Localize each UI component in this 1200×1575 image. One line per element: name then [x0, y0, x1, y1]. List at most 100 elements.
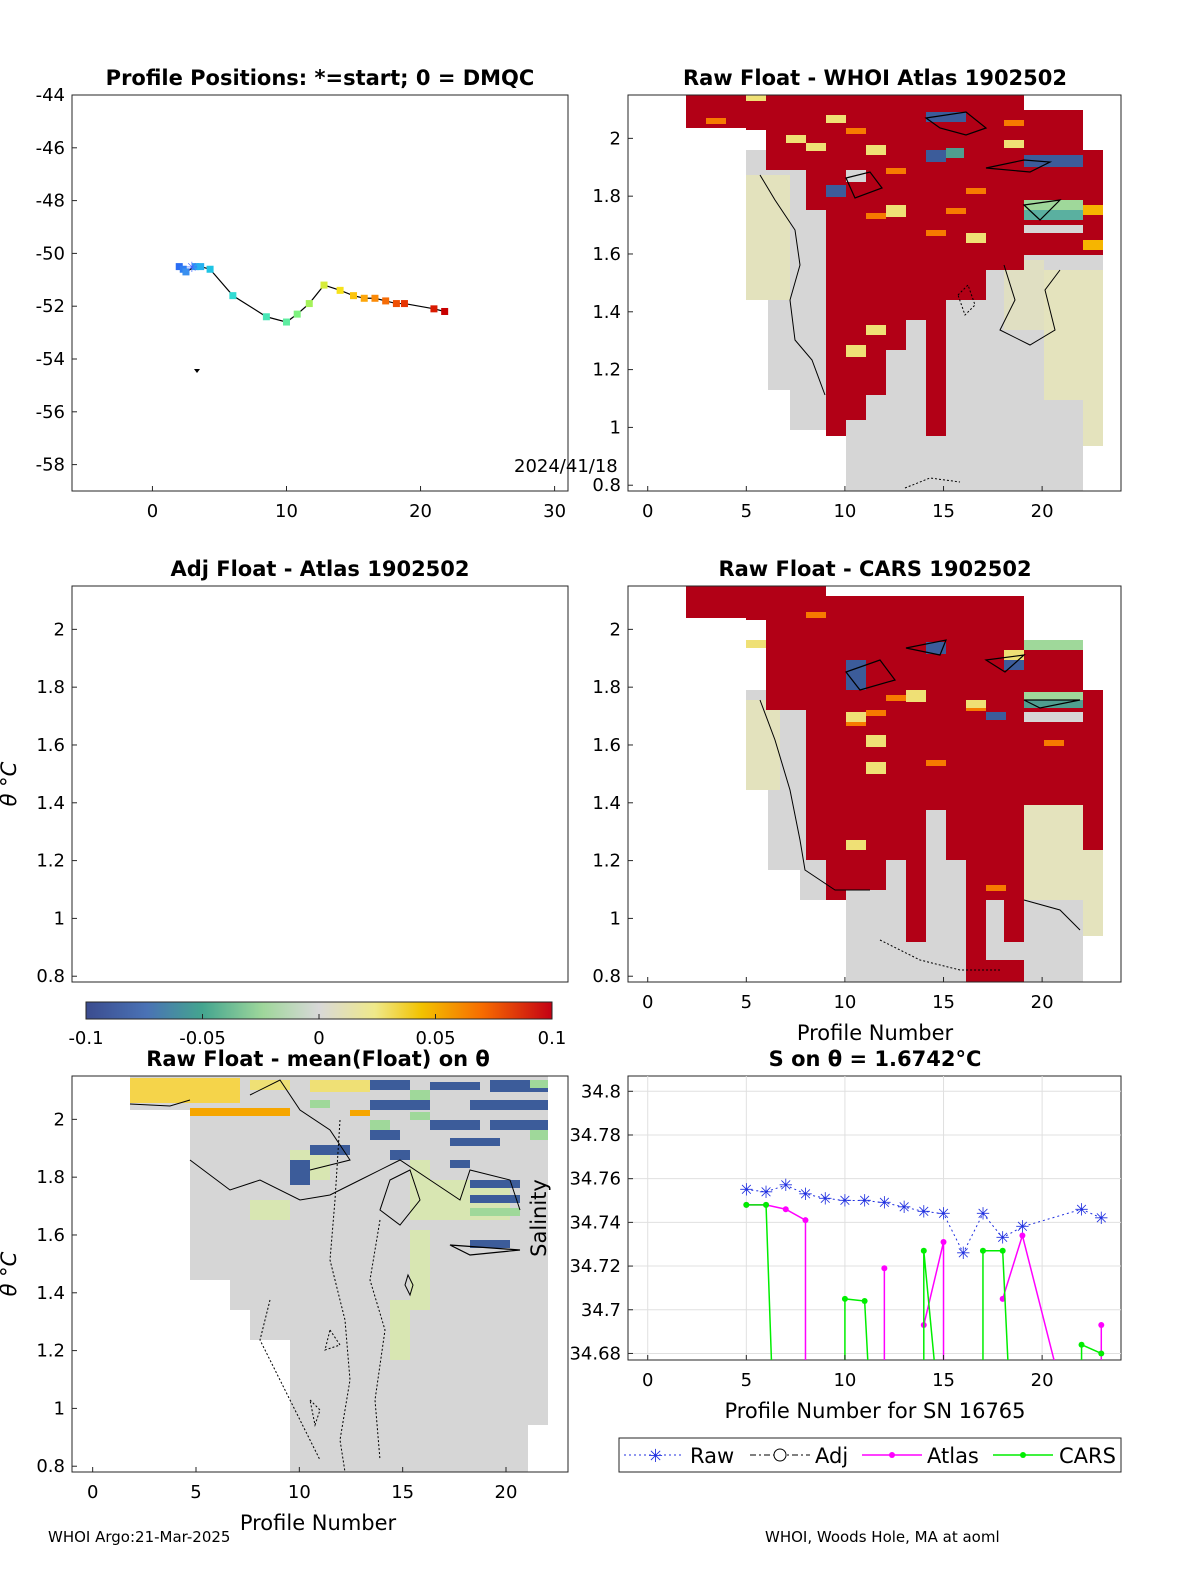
- y-tick-label: 1.8: [592, 677, 621, 698]
- heatmap-blue-cells: [290, 1080, 548, 1248]
- series-line-cars: [844, 1297, 869, 1360]
- x-tick-label: 30: [543, 501, 566, 522]
- heatmap-yellow-cell: [1083, 205, 1103, 215]
- y-tick-label: -48: [36, 191, 65, 212]
- x-tick-label: 15: [932, 1370, 955, 1391]
- legend-adj-marker-icon: [773, 1448, 787, 1462]
- y-tick-label: 1.6: [592, 244, 621, 265]
- y-tick-label: 1.2: [36, 851, 65, 872]
- contour-line: [449, 1244, 521, 1256]
- y-tick-label: -50: [36, 243, 65, 264]
- positions-annotation: 2024/41/18: [514, 456, 618, 477]
- y-tick-label: 0.8: [36, 1456, 65, 1477]
- contour-line: [845, 639, 1081, 709]
- x-tick-label: 0: [147, 501, 158, 522]
- s-on-theta-title: S on θ = 1.6742°C: [769, 1047, 982, 1071]
- heatmap-blue-cell: [826, 185, 846, 197]
- y-tick-label: 1.2: [36, 1341, 65, 1362]
- y-tick-label: -58: [36, 455, 65, 476]
- heatmap-blue-cell: [1024, 155, 1083, 167]
- x-tick-label: 0: [642, 992, 653, 1013]
- x-tick-label: 20: [1031, 992, 1054, 1013]
- position-point: [350, 292, 358, 300]
- x-tick-label: 20: [409, 501, 432, 522]
- legend-raw-marker-icon: ✳: [648, 1446, 663, 1467]
- heatmap-yellow-cell: [1083, 240, 1103, 250]
- legend-atlas-label: Atlas: [927, 1444, 979, 1468]
- start-marker-icon: ✳: [186, 260, 198, 276]
- x-tick-label: 5: [741, 501, 752, 522]
- position-point: [262, 313, 270, 321]
- heatmap-green-cell: [1024, 700, 1083, 708]
- adj-atlas-title: Adj Float - Atlas 1902502: [170, 557, 469, 581]
- heatmap-orange-cells: [706, 118, 1024, 236]
- y-tick-label: 34.78: [569, 1125, 621, 1146]
- x-tick-label: 0: [642, 501, 653, 522]
- y-tick-label: 0.8: [36, 966, 65, 987]
- x-tick-label: 5: [741, 992, 752, 1013]
- position-point: [206, 265, 214, 273]
- position-point: [320, 281, 328, 289]
- contour-line: [904, 477, 961, 489]
- series-line-cars: [1080, 1343, 1102, 1360]
- raw-point-marker-icon: ✳: [818, 1189, 832, 1209]
- heatmap-green-cell: [1024, 640, 1083, 650]
- contour-line: [369, 1219, 386, 1461]
- position-point: [305, 300, 313, 308]
- legend-atlas-marker-icon: [889, 1452, 895, 1458]
- heatmap-green-cell: [1024, 200, 1083, 210]
- position-point: [441, 307, 449, 315]
- contour-line: [329, 1119, 351, 1472]
- raw-point-marker-icon: ✳: [779, 1176, 793, 1196]
- y-tick-label: -56: [36, 402, 65, 423]
- y-tick-label: -52: [36, 296, 65, 317]
- s-on-theta-axes: [627, 1075, 1122, 1361]
- x-tick-label: 15: [932, 992, 955, 1013]
- contour-line: [759, 699, 870, 891]
- y-tick-label: 1.8: [36, 677, 65, 698]
- heatmap-blue-cell: [1004, 660, 1024, 670]
- position-point: [371, 294, 379, 302]
- heatmap-yellow-cells: [746, 640, 1024, 850]
- contour-line: [1023, 899, 1081, 931]
- small-marker-icon: [194, 369, 200, 373]
- heatmap-orange-band: [190, 1108, 290, 1116]
- raw-point-marker-icon: ✳: [838, 1192, 852, 1212]
- heatmap-green-cell: [1024, 210, 1083, 220]
- series-line-cars: [982, 1250, 1009, 1360]
- series-line-raw: [746, 1184, 1102, 1255]
- y-tick-label: 1.6: [592, 735, 621, 756]
- colorbar-tick-label: -0.05: [179, 1028, 226, 1049]
- x-tick-label: 15: [391, 1482, 414, 1503]
- colorbar-tick-label: 0.1: [538, 1028, 567, 1049]
- heatmap-orange-cell: [350, 1110, 370, 1116]
- raw-point-marker-icon: ✳: [759, 1183, 773, 1203]
- raw-point-marker-icon: ✳: [936, 1205, 950, 1225]
- series-line-atlas: [923, 1241, 945, 1360]
- legend-cars-label: CARS: [1059, 1444, 1116, 1468]
- y-tick-label: 1.2: [592, 360, 621, 381]
- y-tick-label: 1: [54, 908, 65, 929]
- raw-cars-panel: Raw Float - CARS 1902502: [592, 557, 1122, 1045]
- y-tick-label: -46: [36, 138, 65, 159]
- y-tick-label: 2: [610, 128, 621, 149]
- y-tick-label: 34.8: [581, 1081, 621, 1102]
- position-point: [282, 318, 290, 326]
- contour-line: [259, 1299, 321, 1461]
- y-tick-label: 34.72: [569, 1256, 621, 1277]
- y-tick-label: 1: [54, 1398, 65, 1419]
- raw-point-marker-icon: ✳: [739, 1181, 753, 1201]
- y-tick-label: -54: [36, 349, 65, 370]
- raw-whoi-panel: Raw Float - WHOI Atlas 1902502: [592, 66, 1122, 522]
- raw-point-marker-icon: ✳: [897, 1198, 911, 1218]
- heatmap-grey-region: [190, 1076, 548, 1472]
- y-tick-label: 1.4: [592, 302, 621, 323]
- x-tick-label: 10: [833, 501, 856, 522]
- legend-raw-label: Raw: [690, 1444, 734, 1468]
- heatmap-yellow-cells: [746, 95, 1024, 357]
- positions-axes: [71, 94, 569, 492]
- y-tick-label: 34.76: [569, 1169, 621, 1190]
- y-tick-label: 2: [54, 1109, 65, 1130]
- positions-panel: Profile Positions: *=start; 0 = DMQC 0 10…: [36, 66, 618, 522]
- raw-point-marker-icon: ✳: [858, 1192, 872, 1212]
